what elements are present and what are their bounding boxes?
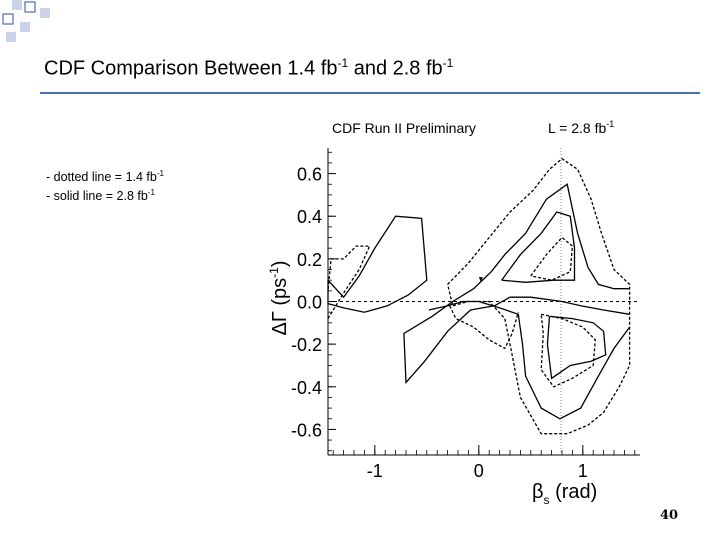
axis-ticks: 0.6 0.4 0.2 0.0 -0.2 -0.4 -0.6 -1 0 1 <box>291 151 636 481</box>
contour-dotted-6 <box>446 157 631 435</box>
y-tick-label: 0.4 <box>297 207 322 227</box>
contour-dotted-8 <box>540 313 596 388</box>
corner-decoration <box>2 0 50 42</box>
deco-square <box>6 32 16 42</box>
deco-square <box>40 8 50 18</box>
contour-dotted-9 <box>449 305 519 350</box>
deco-square <box>12 0 22 10</box>
title-underline <box>40 92 700 94</box>
contour-dotted-5 <box>327 245 371 319</box>
contour-solid-2 <box>501 211 576 283</box>
y-tick-label: -0.4 <box>291 378 322 398</box>
y-tick-label: -0.2 <box>291 335 322 355</box>
y-tick-label: 0.6 <box>297 165 322 185</box>
legend-box: - dotted line = 1.4 fb-1 - solid line = … <box>46 166 164 204</box>
y-tick-label: 0.0 <box>297 293 322 313</box>
y-tick-label: -0.6 <box>291 420 322 440</box>
svg-text:ΔΓ (ps-1): ΔΓ (ps-1) <box>267 260 291 335</box>
chart-header-right: L = 2.8 fb-1 <box>548 119 614 136</box>
y-tick-label: 0.2 <box>297 250 322 270</box>
best-fit-marker <box>478 277 483 283</box>
contour-dotted-7 <box>530 236 574 281</box>
slide-title: CDF Comparison Between 1.4 fb-1 and 2.8 … <box>44 56 454 80</box>
x-axis-label: βs (rad) <box>532 481 597 507</box>
x-tick-label: 0 <box>474 461 484 481</box>
page-number: 40 <box>660 508 679 523</box>
legend-item-solid: - solid line = 2.8 fb-1 <box>46 188 155 204</box>
contour-plot: CDF Run II Preliminary L = 2.8 fb-1 ΔΓ (… <box>267 119 640 507</box>
legend-item-dotted: - dotted line = 1.4 fb-1 <box>46 169 164 185</box>
y-axis-label: ΔΓ (ps-1) <box>267 260 291 335</box>
contour-solid-0 <box>327 215 428 313</box>
deco-square <box>2 13 14 25</box>
x-tick-label: 1 <box>578 461 588 481</box>
contour-solid-4 <box>428 300 631 420</box>
chart-header-left: CDF Run II Preliminary <box>332 120 476 136</box>
contour-solid-3 <box>546 315 607 380</box>
x-tick-label: -1 <box>367 461 383 481</box>
deco-square <box>24 1 36 13</box>
deco-square <box>20 22 30 32</box>
contour-layer <box>327 157 631 435</box>
contour-solid-1 <box>403 183 630 385</box>
